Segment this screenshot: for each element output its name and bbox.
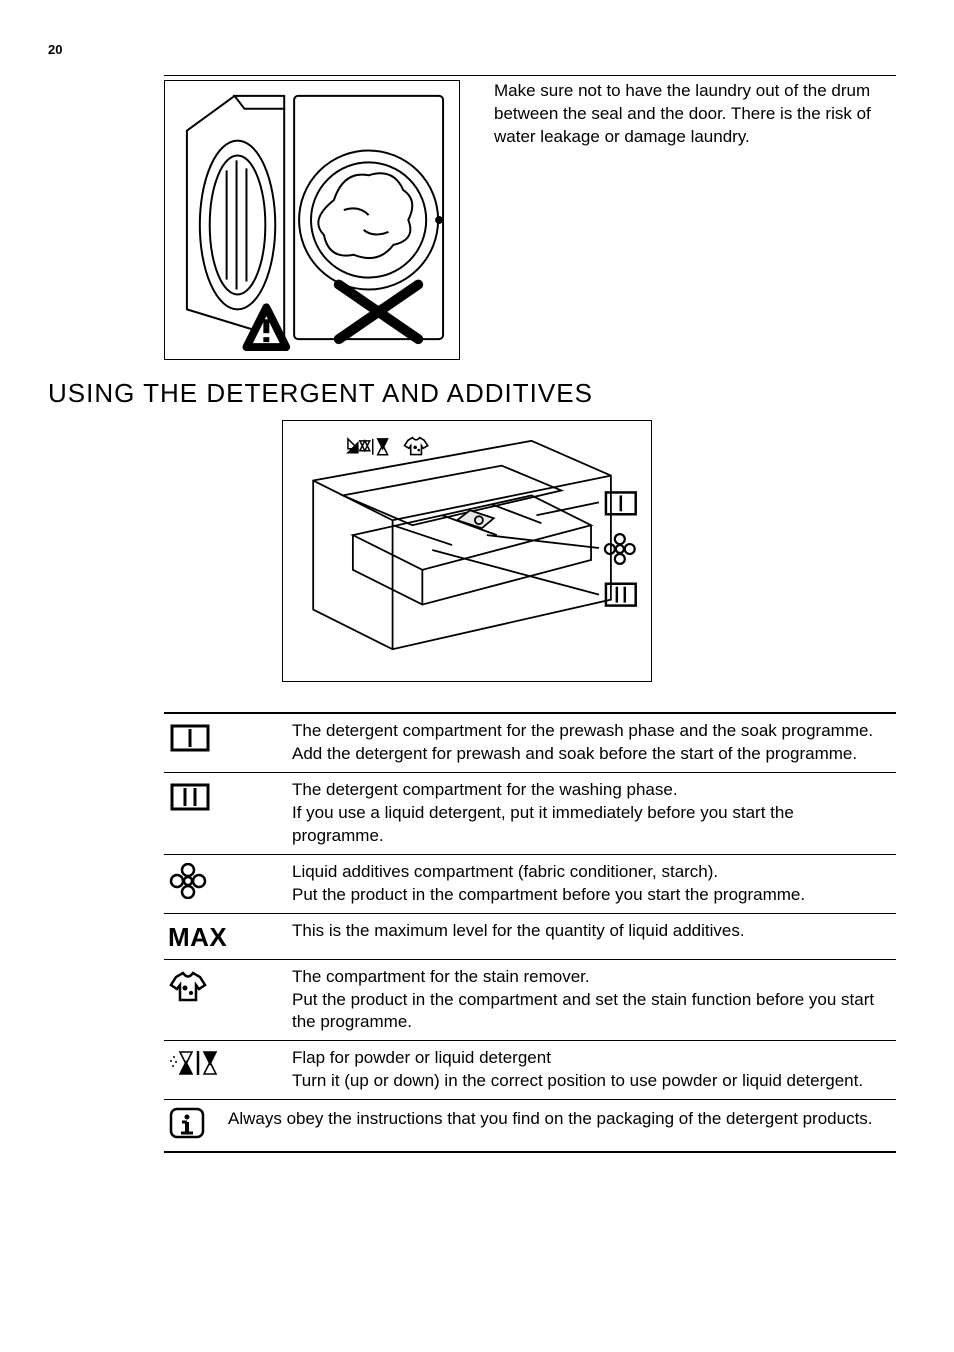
detergent-drawer-illustration bbox=[283, 421, 651, 681]
table-row: MAX This is the maximum level for the qu… bbox=[164, 914, 896, 960]
row-description: The detergent compartment for the washin… bbox=[292, 779, 896, 848]
drum-laundry-illustration bbox=[165, 81, 459, 359]
row-description: This is the maximum level for the quanti… bbox=[292, 920, 896, 943]
max-text: MAX bbox=[168, 922, 227, 952]
drum-figure bbox=[164, 80, 460, 360]
info-row: Always obey the instructions that you fi… bbox=[164, 1100, 896, 1151]
row-description: The detergent compartment for the prewas… bbox=[292, 720, 896, 766]
row-description: Flap for powder or liquid detergentTurn … bbox=[292, 1047, 896, 1093]
flap-icon bbox=[164, 1047, 292, 1084]
drum-warning-section: Make sure not to have the laundry out of… bbox=[164, 80, 896, 360]
max-label: MAX bbox=[164, 920, 292, 953]
two-bar-icon bbox=[164, 779, 292, 818]
table-row: The detergent compartment for the prewas… bbox=[164, 714, 896, 773]
info-icon bbox=[164, 1106, 228, 1145]
table-row: The detergent compartment for the washin… bbox=[164, 773, 896, 855]
info-text: Always obey the instructions that you fi… bbox=[228, 1106, 896, 1131]
table-row: Liquid additives compartment (fabric con… bbox=[164, 855, 896, 914]
table-row: Flap for powder or liquid detergentTurn … bbox=[164, 1041, 896, 1100]
page-number: 20 bbox=[48, 42, 62, 57]
row-description: Liquid additives compartment (fabric con… bbox=[292, 861, 896, 907]
flower-icon bbox=[164, 861, 292, 904]
detergent-drawer-figure bbox=[282, 420, 652, 682]
top-rule bbox=[164, 75, 896, 76]
one-bar-icon bbox=[164, 720, 292, 759]
shirt-stain-icon bbox=[164, 966, 292, 1009]
compartment-table: The detergent compartment for the prewas… bbox=[164, 712, 896, 1153]
drum-warning-text: Make sure not to have the laundry out of… bbox=[494, 80, 896, 360]
table-row: The compartment for the stain remover.Pu… bbox=[164, 960, 896, 1042]
row-description: The compartment for the stain remover.Pu… bbox=[292, 966, 896, 1035]
section-heading: USING THE DETERGENT AND ADDITIVES bbox=[48, 378, 593, 409]
